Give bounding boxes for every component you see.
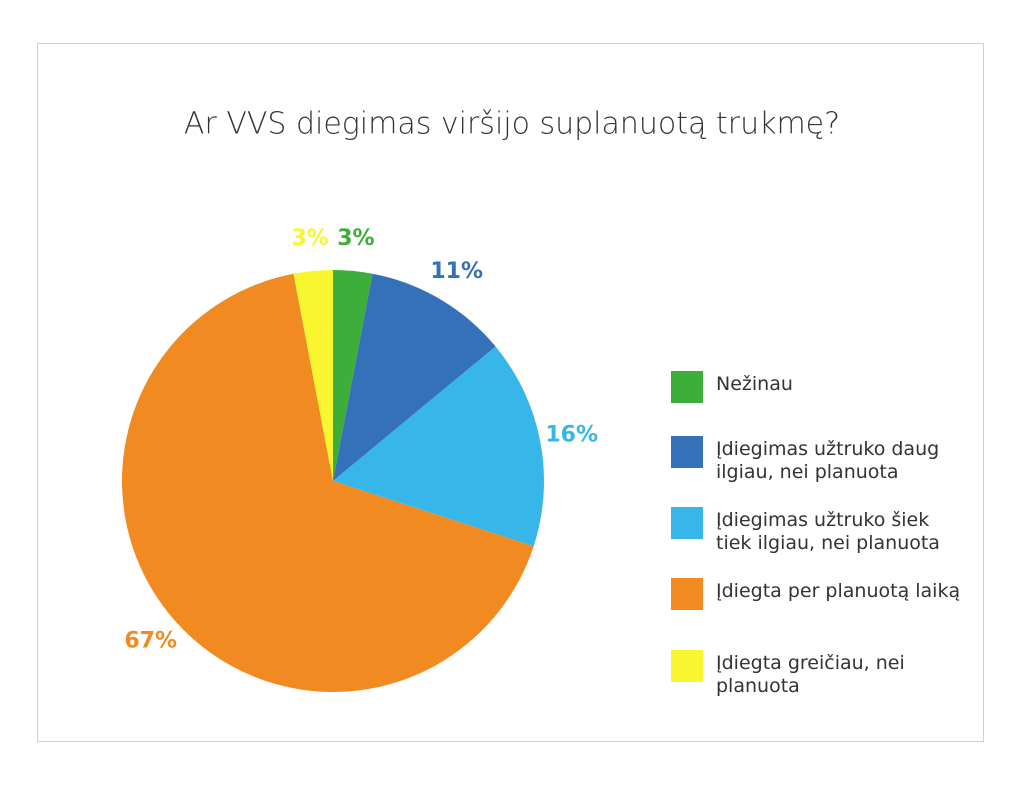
value-label: 11% bbox=[430, 259, 483, 284]
legend-label: Įdiegta per planuotą laiką bbox=[716, 580, 961, 602]
legend-swatch bbox=[671, 507, 703, 539]
chart-frame bbox=[37, 43, 984, 742]
legend-label: Nežinau bbox=[716, 373, 793, 395]
pie-slice bbox=[333, 273, 496, 481]
pie-slice bbox=[293, 270, 333, 481]
chart-title: Ar VVS diegimas viršijo suplanuotą trukm… bbox=[184, 107, 840, 142]
legend-swatch bbox=[671, 578, 703, 610]
value-label: 3% bbox=[337, 226, 374, 251]
pie-slice bbox=[333, 346, 544, 547]
legend-label: Įdiegta greičiau, nei planuota bbox=[716, 652, 905, 697]
legend-swatch bbox=[671, 650, 703, 682]
value-label: 3% bbox=[291, 226, 328, 251]
pie-slice bbox=[333, 270, 373, 481]
value-label: 16% bbox=[545, 422, 598, 447]
legend-swatch bbox=[671, 436, 703, 468]
pie-slice bbox=[121, 273, 534, 693]
legend-label: Įdiegimas užtruko daug ilgiau, nei planu… bbox=[716, 438, 940, 483]
legend-swatch bbox=[671, 371, 703, 403]
legend-label: Įdiegimas užtruko šiek tiek ilgiau, nei … bbox=[716, 509, 940, 554]
value-label: 67% bbox=[124, 629, 177, 654]
